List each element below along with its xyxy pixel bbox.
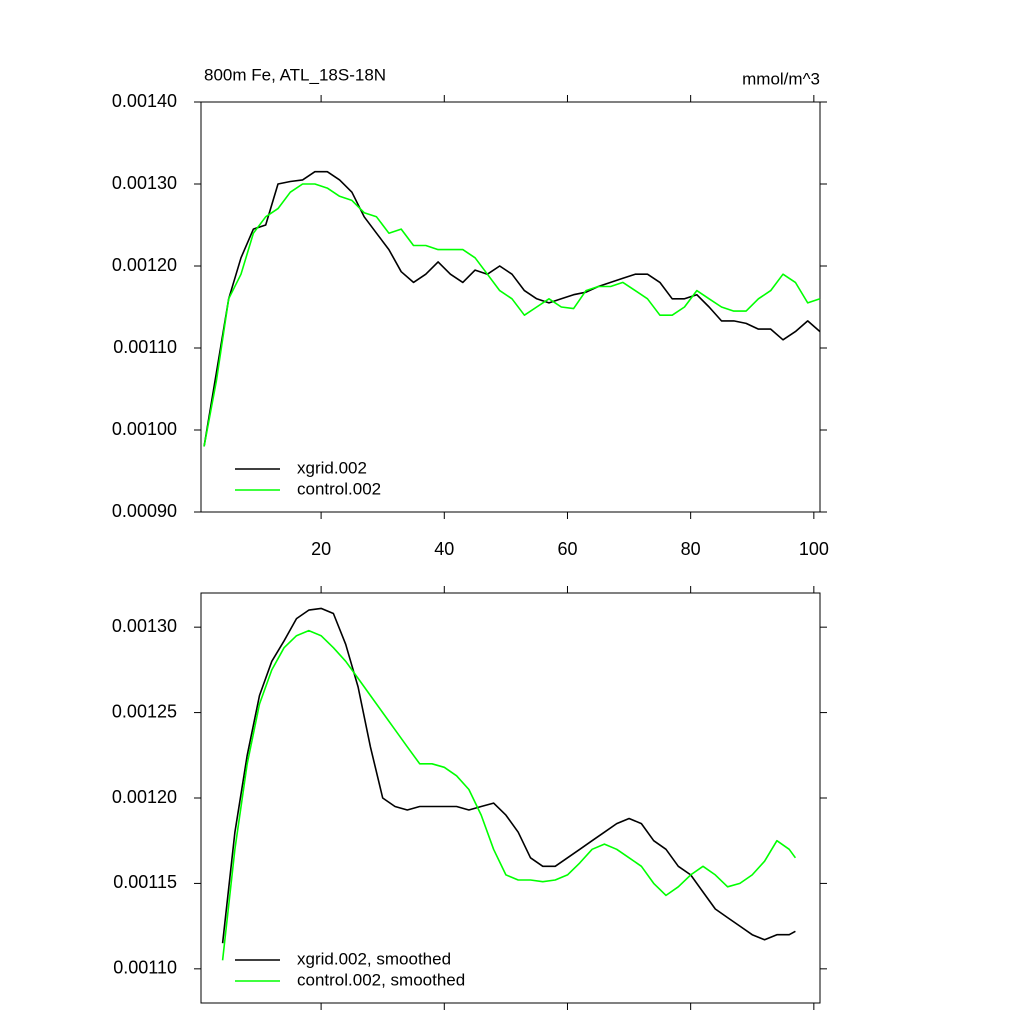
plot-frame bbox=[200, 592, 821, 1004]
y-tick-label: 0.00115 bbox=[113, 872, 177, 892]
units-label: mmol/m^3 bbox=[742, 69, 820, 88]
chart-title: 800m Fe, ATL_18S-18N bbox=[204, 65, 386, 84]
data-line bbox=[203, 183, 821, 447]
y-tick-label: 0.00120 bbox=[112, 255, 177, 275]
y-tick-label: 0.00125 bbox=[112, 701, 177, 721]
x-tick-label: 20 bbox=[311, 539, 331, 559]
x-tick-label: 80 bbox=[681, 539, 701, 559]
y-tick-label: 0.00100 bbox=[112, 419, 177, 439]
y-tick-label: 0.00090 bbox=[112, 501, 177, 521]
plot-frame bbox=[200, 101, 821, 513]
data-line bbox=[203, 170, 821, 447]
x-tick-label: 60 bbox=[557, 539, 577, 559]
y-tick-label: 0.00130 bbox=[112, 616, 177, 636]
legend-label: xgrid.002 bbox=[297, 458, 367, 477]
y-tick-label: 0.00110 bbox=[113, 958, 177, 978]
x-tick-label: 100 bbox=[799, 539, 829, 559]
legend-label: control.002, smoothed bbox=[297, 970, 465, 989]
data-line bbox=[221, 607, 796, 944]
data-line bbox=[221, 629, 797, 961]
legend-label: control.002 bbox=[297, 479, 381, 498]
x-tick-label: 40 bbox=[434, 539, 454, 559]
y-tick-label: 0.00130 bbox=[112, 173, 177, 193]
y-tick-label: 0.00140 bbox=[112, 91, 177, 111]
legend-label: xgrid.002, smoothed bbox=[297, 949, 451, 968]
y-tick-label: 0.00120 bbox=[112, 787, 177, 807]
y-tick-label: 0.00110 bbox=[113, 337, 177, 357]
